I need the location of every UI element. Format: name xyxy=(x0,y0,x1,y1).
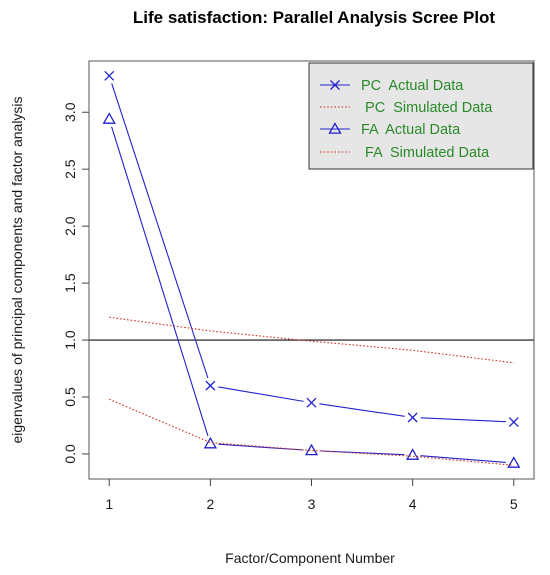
y-tick-label: 0.5 xyxy=(62,387,78,407)
legend-label: PC Actual Data xyxy=(361,78,464,94)
x-marker-stroke xyxy=(330,80,340,90)
data-point xyxy=(507,456,521,468)
series-line xyxy=(109,398,514,466)
x-marker-stroke xyxy=(508,417,519,428)
series-2 xyxy=(109,316,514,364)
data-point xyxy=(407,412,418,423)
legend: PC Actual Data PC Simulated Data FA Actua… xyxy=(308,62,534,170)
x-axis-label: Factor/Component Number xyxy=(225,550,395,566)
legend-label: FA Actual Data xyxy=(361,122,461,138)
legend-marker xyxy=(330,80,340,90)
y-tick-label: 0.0 xyxy=(62,444,78,464)
y-tick-label: 2.0 xyxy=(62,216,78,236)
x-tick-label: 4 xyxy=(409,496,417,512)
data-point xyxy=(102,112,116,124)
series-segment xyxy=(319,450,405,456)
legend-label: PC Simulated Data xyxy=(361,100,493,116)
y-axis: 0.0 0.5 1.0 1.5 2.0 2.5 3.0 xyxy=(62,102,89,464)
x-marker-stroke xyxy=(306,397,317,408)
y-tick-label: 2.5 xyxy=(62,159,78,179)
x-tick-label: 2 xyxy=(206,496,214,512)
data-point xyxy=(508,417,519,428)
data-point xyxy=(203,436,217,449)
legend-label: FA Simulated Data xyxy=(361,145,490,161)
y-tick-label: 3.0 xyxy=(62,102,78,122)
series-3 xyxy=(102,112,521,468)
plot-area xyxy=(89,70,534,468)
data-point xyxy=(306,397,317,408)
legend-marker xyxy=(328,122,342,134)
data-point xyxy=(304,443,319,456)
series-segment xyxy=(111,126,209,437)
series-segment xyxy=(218,386,304,402)
x-marker-stroke xyxy=(104,70,115,81)
chart-title: Life satisfaction: Parallel Analysis Scr… xyxy=(133,8,496,27)
x-tick-label: 1 xyxy=(105,496,113,512)
x-axis: 1 2 3 4 5 xyxy=(105,479,518,512)
y-tick-label: 1.0 xyxy=(62,330,78,350)
data-point xyxy=(406,448,420,460)
data-point xyxy=(104,70,115,81)
x-tick-label: 5 xyxy=(510,496,518,512)
y-tick-label: 1.5 xyxy=(62,273,78,293)
series-segment xyxy=(420,417,506,423)
x-tick-label: 3 xyxy=(308,496,316,512)
series-line xyxy=(109,316,514,364)
series-segment xyxy=(111,83,209,379)
series-segment xyxy=(420,455,506,463)
legend-box xyxy=(308,62,534,170)
series-segment xyxy=(319,403,405,417)
x-marker-stroke xyxy=(205,380,216,391)
series-4 xyxy=(109,398,514,466)
data-point xyxy=(205,380,216,391)
x-marker-stroke xyxy=(407,412,418,423)
series-segment xyxy=(218,443,304,451)
y-axis-label: eigenvalues of principal components and … xyxy=(9,96,25,443)
